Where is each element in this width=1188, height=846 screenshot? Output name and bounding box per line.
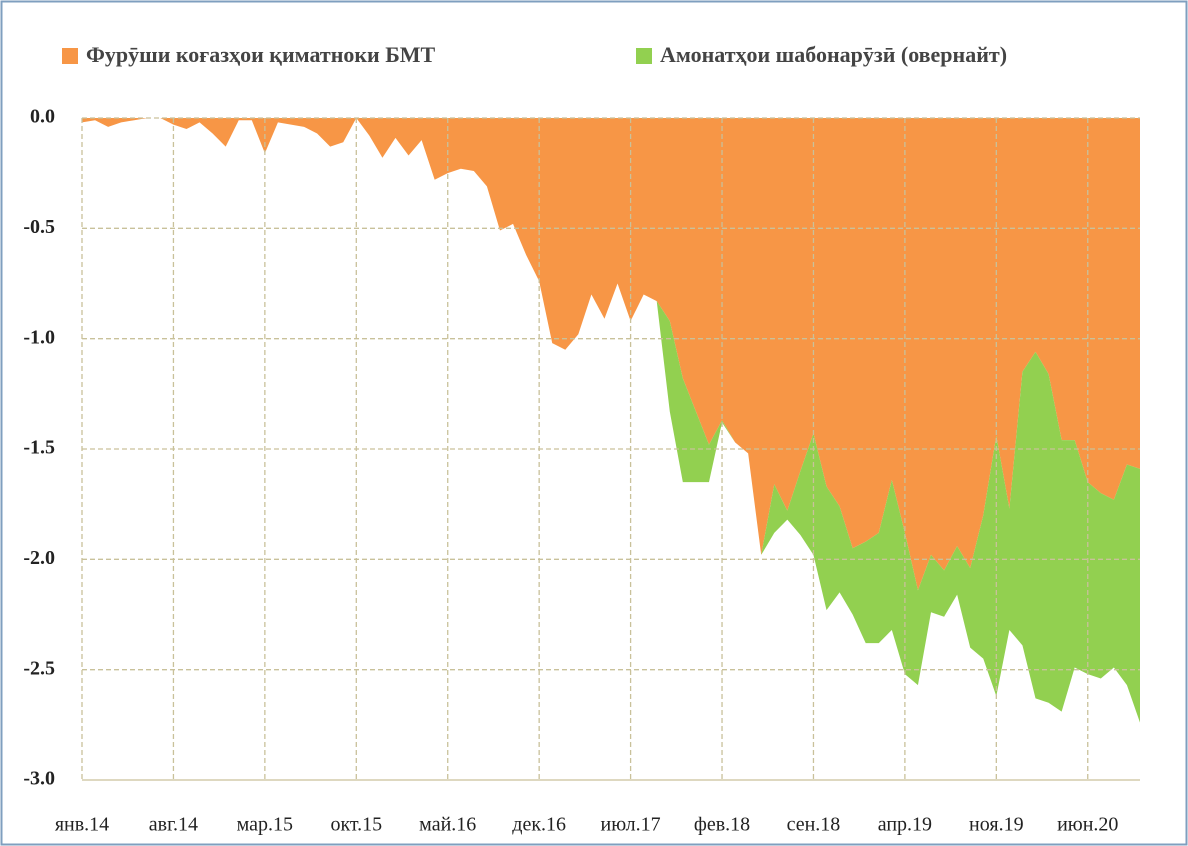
y-tick-label: -3.0 [23, 768, 55, 790]
x-tick-label: фев.18 [694, 814, 750, 836]
legend-swatch [62, 48, 78, 64]
x-tick-label: сен.18 [787, 814, 841, 836]
x-tick-label: июл.17 [601, 814, 661, 836]
area [82, 118, 1140, 591]
x-tick-label: янв.14 [55, 814, 109, 836]
x-tick-label: дек.16 [512, 814, 566, 836]
legend-label: Амонатҳои шабонарӯзӣ (овернайт) [660, 42, 1007, 67]
legend-swatch [636, 48, 652, 64]
y-tick-label: -2.5 [23, 657, 55, 679]
x-tick-label: авг.14 [149, 814, 198, 836]
y-tick-label: 0.0 [30, 106, 55, 128]
x-tick-label: апр.19 [878, 814, 932, 836]
y-tick-label: -1.5 [23, 437, 55, 459]
x-tick-label: июн.20 [1057, 814, 1118, 836]
legend-label: Фурӯши коғазҳои қиматноки БМТ [86, 42, 436, 67]
y-tick-label: -0.5 [23, 216, 55, 238]
x-tick-label: ноя.19 [969, 814, 1024, 836]
y-tick-label: -2.0 [23, 547, 55, 569]
x-tick-label: мар.15 [237, 814, 293, 836]
y-tick-label: -1.0 [23, 326, 55, 348]
x-tick-label: май.16 [419, 814, 476, 836]
x-tick-label: окт.15 [330, 814, 382, 836]
area [82, 118, 1140, 723]
